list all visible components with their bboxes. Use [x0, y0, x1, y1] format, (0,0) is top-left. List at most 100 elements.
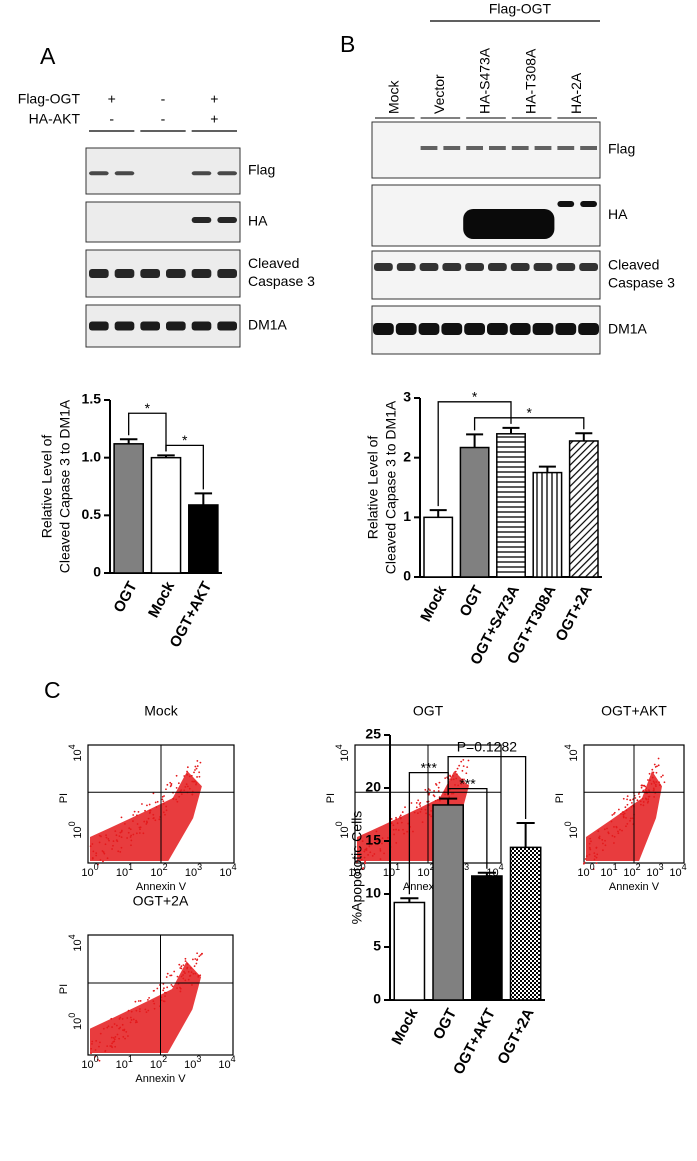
- dot: [158, 818, 161, 821]
- y-tick-label: 15: [365, 832, 381, 848]
- sign: -: [161, 91, 166, 107]
- dot: [448, 796, 451, 798]
- dot: [110, 1017, 113, 1020]
- dot: [365, 847, 368, 850]
- dot: [417, 799, 420, 802]
- dot: [467, 759, 470, 762]
- tick-exp: 0: [67, 821, 77, 826]
- dot: [364, 848, 367, 851]
- dot: [623, 812, 626, 815]
- y-tick-label: 104: [334, 744, 351, 761]
- dot: [397, 829, 400, 831]
- dot: [187, 978, 190, 981]
- dot: [166, 986, 169, 989]
- y-axis-label: Relative Level of: [39, 435, 55, 539]
- dot: [105, 834, 107, 837]
- dot: [376, 843, 379, 845]
- dot: [639, 803, 642, 806]
- dot: [461, 769, 464, 772]
- band: [578, 323, 599, 335]
- band: [191, 217, 212, 223]
- dot: [129, 828, 132, 831]
- dot: [617, 830, 619, 833]
- dot: [371, 854, 374, 857]
- dot: [647, 800, 650, 803]
- dot: [95, 852, 98, 854]
- cloud: [90, 961, 202, 1053]
- x-tick-label: 102: [150, 1054, 167, 1071]
- dot: [113, 1038, 116, 1041]
- significance-bracket: [128, 412, 167, 452]
- tick-exp: 1: [395, 862, 400, 872]
- dot: [645, 792, 647, 795]
- dot: [463, 778, 465, 781]
- x-tick-label: OGT: [430, 1006, 460, 1043]
- y-tick-label: 100: [563, 821, 580, 838]
- dot: [184, 960, 187, 963]
- dot: [190, 971, 193, 974]
- dot: [437, 786, 440, 789]
- tick-exp: 0: [563, 821, 573, 826]
- dot: [584, 858, 587, 860]
- dot: [648, 779, 651, 782]
- bar: [471, 875, 503, 1001]
- tick-exp: 0: [94, 1054, 99, 1064]
- tick-exp: 4: [499, 862, 504, 872]
- dot: [658, 781, 661, 784]
- dot: [106, 1045, 109, 1048]
- bar: [113, 443, 144, 574]
- dot: [120, 816, 123, 819]
- band: [533, 263, 553, 271]
- y-tick-label: 1.0: [82, 448, 102, 464]
- dot: [625, 809, 628, 812]
- tick-exp: 4: [67, 934, 77, 939]
- plot-title: Mock: [144, 703, 178, 719]
- band-label: Flag: [608, 141, 635, 157]
- dot: [186, 773, 188, 776]
- dot: [156, 987, 159, 990]
- dot: [108, 839, 110, 842]
- dot: [118, 1037, 121, 1040]
- dot: [165, 991, 167, 994]
- dot-cloud: [89, 760, 202, 866]
- dot: [381, 837, 384, 840]
- dot: [169, 974, 172, 977]
- dot: [462, 758, 465, 761]
- dot: [583, 861, 586, 864]
- dot: [146, 998, 149, 1001]
- dot: [458, 764, 461, 767]
- dot: [98, 841, 101, 844]
- dot: [161, 798, 164, 801]
- dot: [602, 842, 604, 845]
- dot: [90, 1052, 92, 1055]
- dot: [651, 776, 654, 779]
- dot: [184, 972, 186, 975]
- band: [419, 263, 439, 271]
- dot: [126, 837, 129, 839]
- dot: [593, 858, 596, 861]
- band: [557, 201, 575, 207]
- band: [140, 321, 160, 331]
- tick-exp: 4: [231, 1054, 236, 1064]
- band: [463, 209, 555, 239]
- x-tick-label: 103: [184, 1054, 201, 1071]
- dot-cloud: [90, 952, 203, 1062]
- y-tick-label: 104: [67, 744, 84, 761]
- dot: [455, 777, 458, 780]
- dot: [132, 1018, 135, 1021]
- y-tick-label: 1.5: [82, 391, 102, 407]
- band: [557, 146, 575, 150]
- dot: [136, 823, 139, 825]
- dot: [456, 773, 458, 776]
- dot: [631, 817, 634, 820]
- dot: [653, 763, 656, 766]
- band-label: DM1A: [248, 317, 288, 333]
- dot: [390, 822, 393, 825]
- significance-bracket: [437, 401, 512, 507]
- dot: [176, 975, 179, 978]
- dot: [97, 863, 99, 866]
- band: [217, 269, 237, 278]
- dot: [199, 954, 202, 956]
- dot: [104, 843, 107, 846]
